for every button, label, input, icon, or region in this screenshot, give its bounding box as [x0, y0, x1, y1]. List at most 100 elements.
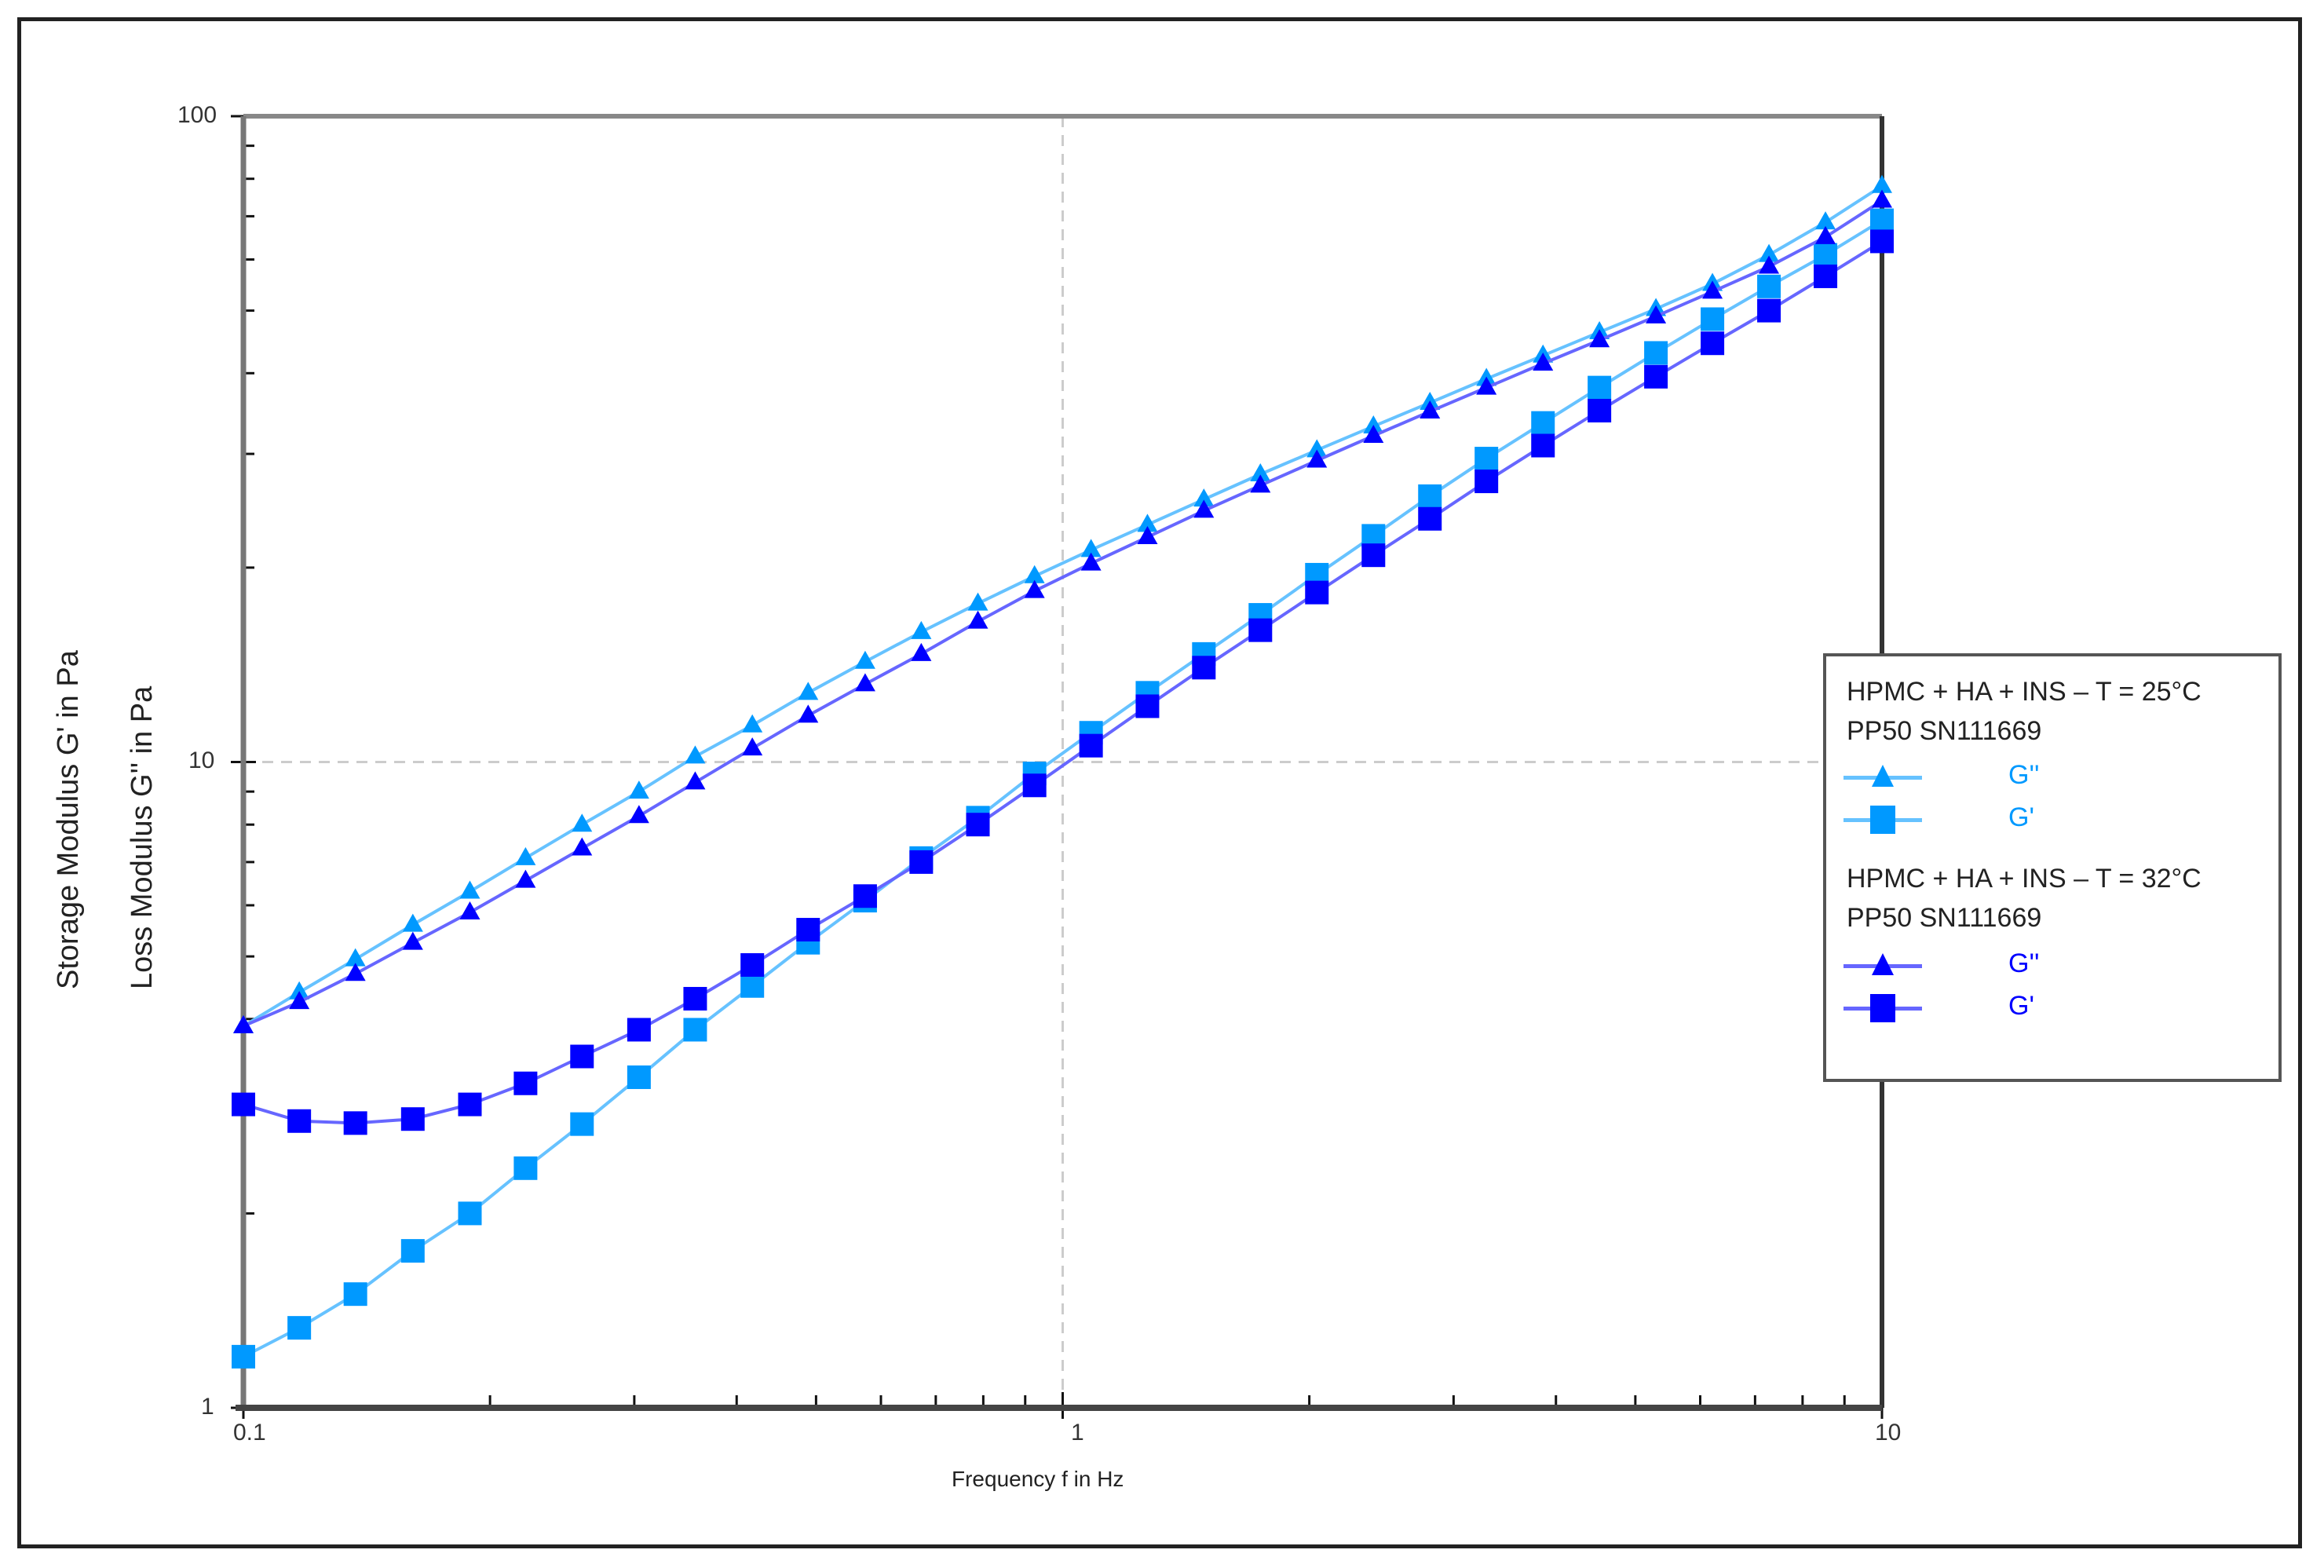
- square-marker-icon: [1701, 307, 1725, 331]
- x-tick-label-0-1: 0.1: [233, 1420, 266, 1446]
- triangle-marker-icon: [1589, 329, 1610, 348]
- triangle-marker-icon: [515, 846, 536, 865]
- square-marker-icon: [458, 1092, 482, 1117]
- triangle-marker-icon: [967, 610, 988, 629]
- triangle-marker-icon: [1759, 243, 1780, 262]
- square-marker-icon: [287, 1316, 312, 1340]
- triangle-marker-icon: [1137, 514, 1158, 532]
- triangle-marker-icon: [685, 745, 706, 764]
- square-marker-icon: [232, 1092, 255, 1117]
- legend-label: G'': [2008, 948, 2040, 978]
- square-marker-icon: [1135, 694, 1160, 718]
- triangle-marker-icon: [1872, 953, 1894, 975]
- square-marker-icon: [343, 1111, 367, 1135]
- square-marker-icon: [740, 974, 765, 998]
- x-tick-label-10: 10: [1875, 1420, 1902, 1446]
- square-marker-icon: [1814, 243, 1838, 267]
- square-marker-icon: [458, 1201, 482, 1226]
- triangle-marker-icon: [798, 682, 819, 700]
- square-marker-icon: [627, 1018, 651, 1042]
- square-marker-icon: [343, 1282, 367, 1307]
- triangle-marker-icon: [572, 813, 593, 832]
- square-marker-icon: [513, 1156, 538, 1180]
- square-marker-icon: [1870, 806, 1895, 834]
- triangle-marker-icon: [742, 737, 763, 756]
- triangle-marker-icon: [345, 948, 366, 967]
- triangle-marker-icon: [628, 805, 649, 824]
- triangle-marker-icon: [1420, 400, 1441, 419]
- triangle-marker-icon: [1306, 439, 1328, 458]
- y-tick-label-100: 100: [177, 102, 217, 128]
- triangle-marker-icon: [1306, 449, 1328, 468]
- triangle-marker-icon: [515, 869, 536, 888]
- triangle-marker-icon: [685, 771, 706, 790]
- square-marker-icon: [796, 918, 820, 942]
- square-marker-icon: [1361, 543, 1386, 568]
- square-marker-icon: [287, 1109, 312, 1133]
- triangle-marker-icon: [1702, 280, 1723, 299]
- square-marker-icon: [683, 986, 707, 1011]
- x-tick-label-1: 1: [1071, 1420, 1084, 1446]
- y-tick-label-10: 10: [188, 747, 215, 773]
- square-marker-icon: [853, 884, 877, 908]
- triangle-marker-icon: [459, 880, 481, 899]
- legend-item-25-gp: G': [1843, 802, 2267, 835]
- triangle-marker-icon: [1476, 376, 1497, 395]
- triangle-marker-icon: [345, 963, 366, 981]
- square-marker-icon: [1192, 656, 1216, 680]
- triangle-marker-icon: [1872, 189, 1892, 208]
- square-marker-icon: [1757, 298, 1781, 323]
- triangle-marker-icon: [1193, 499, 1215, 518]
- legend-label: G': [2008, 991, 2034, 1021]
- square-marker-icon: [1248, 618, 1273, 642]
- triangle-marker-icon: [402, 931, 423, 950]
- square-marker-icon: [1022, 773, 1047, 798]
- square-marker-icon: [740, 952, 765, 977]
- square-marker-icon: [966, 813, 990, 837]
- triangle-marker-icon: [289, 991, 310, 1010]
- square-marker-icon: [1418, 484, 1442, 508]
- square-marker-icon: [513, 1071, 538, 1095]
- square-marker-icon: [683, 1018, 707, 1042]
- triangle-marker-icon: [1363, 415, 1384, 433]
- triangle-marker-icon: [1533, 353, 1554, 371]
- triangle-marker-icon: [289, 981, 310, 1000]
- legend-group-32-title: HPMC + HA + INS – T = 32°C: [1847, 864, 2202, 894]
- x-axis-label: Frequency f in Hz: [952, 1467, 1124, 1491]
- square-marker-icon: [909, 850, 934, 874]
- legend-label: G': [2008, 802, 2034, 832]
- legend-group-25-title: HPMC + HA + INS – T = 25°C: [1847, 677, 2202, 707]
- triangle-marker-icon: [1815, 211, 1836, 230]
- triangle-marker-icon: [854, 673, 875, 692]
- triangle-marker-icon: [1137, 526, 1158, 545]
- triangle-marker-icon: [1815, 225, 1836, 244]
- triangle-marker-icon: [1080, 539, 1102, 557]
- legend-group-25-subtitle: PP50 SN111669: [1847, 716, 2042, 746]
- square-marker-icon: [1870, 994, 1895, 1022]
- square-marker-icon: [1474, 447, 1499, 471]
- triangle-marker-icon: [1024, 565, 1045, 583]
- legend: HPMC + HA + INS – T = 25°C PP50 SN111669…: [1823, 653, 2282, 1082]
- triangle-marker-icon: [572, 837, 593, 856]
- square-marker-icon: [1079, 733, 1103, 758]
- square-marker-icon: [1814, 264, 1838, 288]
- triangle-marker-icon: [911, 620, 932, 639]
- square-marker-icon: [1305, 580, 1329, 605]
- square-marker-icon: [570, 1112, 594, 1136]
- legend-item-32-gpp: G'': [1843, 948, 2267, 981]
- triangle-marker-icon: [1024, 579, 1045, 598]
- triangle-marker-icon: [1250, 474, 1271, 493]
- triangle-marker-icon: [628, 780, 649, 799]
- triangle-marker-icon: [1759, 255, 1780, 274]
- y-axis-label-storage: Storage Modulus G' in Pa: [52, 650, 85, 989]
- y-axis-label-loss: Loss Modulus G'' in Pa: [126, 685, 159, 989]
- triangle-marker-icon: [1193, 488, 1215, 507]
- triangle-marker-icon: [742, 714, 763, 733]
- square-marker-icon: [1588, 399, 1612, 423]
- square-marker-icon: [1757, 274, 1781, 298]
- square-marker-icon: [1644, 341, 1668, 365]
- triangle-marker-icon: [967, 592, 988, 611]
- triangle-marker-icon: [1872, 174, 1892, 193]
- triangle-marker-icon: [1250, 462, 1271, 481]
